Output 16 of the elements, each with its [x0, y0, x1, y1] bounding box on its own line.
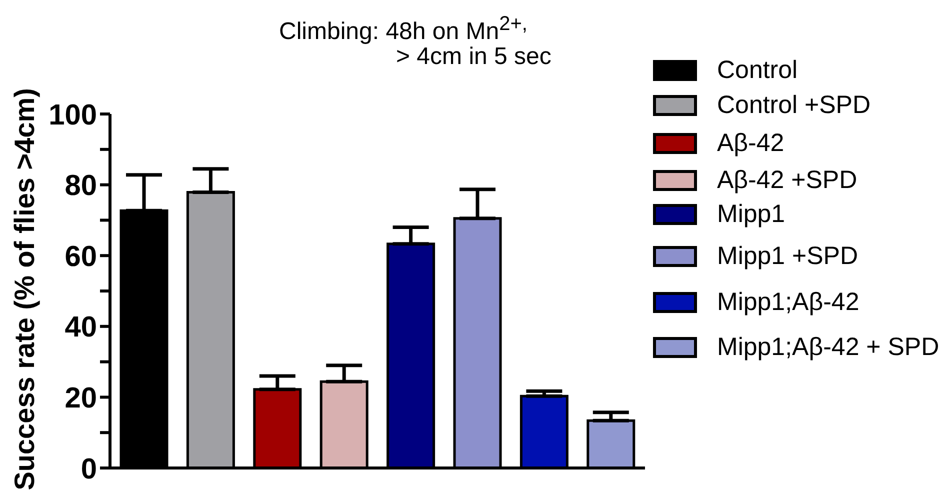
- legend-label: Mipp1;Aβ-42: [717, 288, 860, 316]
- y-tick-label: 60: [64, 240, 97, 273]
- y-axis-title: Success rate (% of flies >4cm): [9, 88, 41, 490]
- legend-label: Control +SPD: [717, 90, 871, 120]
- y-tick-label: 100: [48, 99, 97, 132]
- legend-label: Aβ-42 +SPD: [717, 166, 858, 194]
- y-tick-label: 80: [64, 170, 97, 202]
- y-tick-label: 40: [64, 312, 97, 344]
- y-tick-label: 0: [80, 453, 97, 486]
- legend-label: Control: [717, 56, 798, 84]
- chart-title: Climbing: 48h on Mn$^{2+,}$ > 4cm in 5 sec: [279, 12, 552, 70]
- legend-label: Mipp1 +SPD: [717, 242, 858, 270]
- legend-label: Mipp1: [717, 200, 786, 228]
- legend-label: Mipp1;Aβ-42 + SPD: [717, 332, 940, 362]
- legend-label: Aβ-42: [717, 128, 784, 158]
- y-tick-label: 20: [64, 382, 97, 414]
